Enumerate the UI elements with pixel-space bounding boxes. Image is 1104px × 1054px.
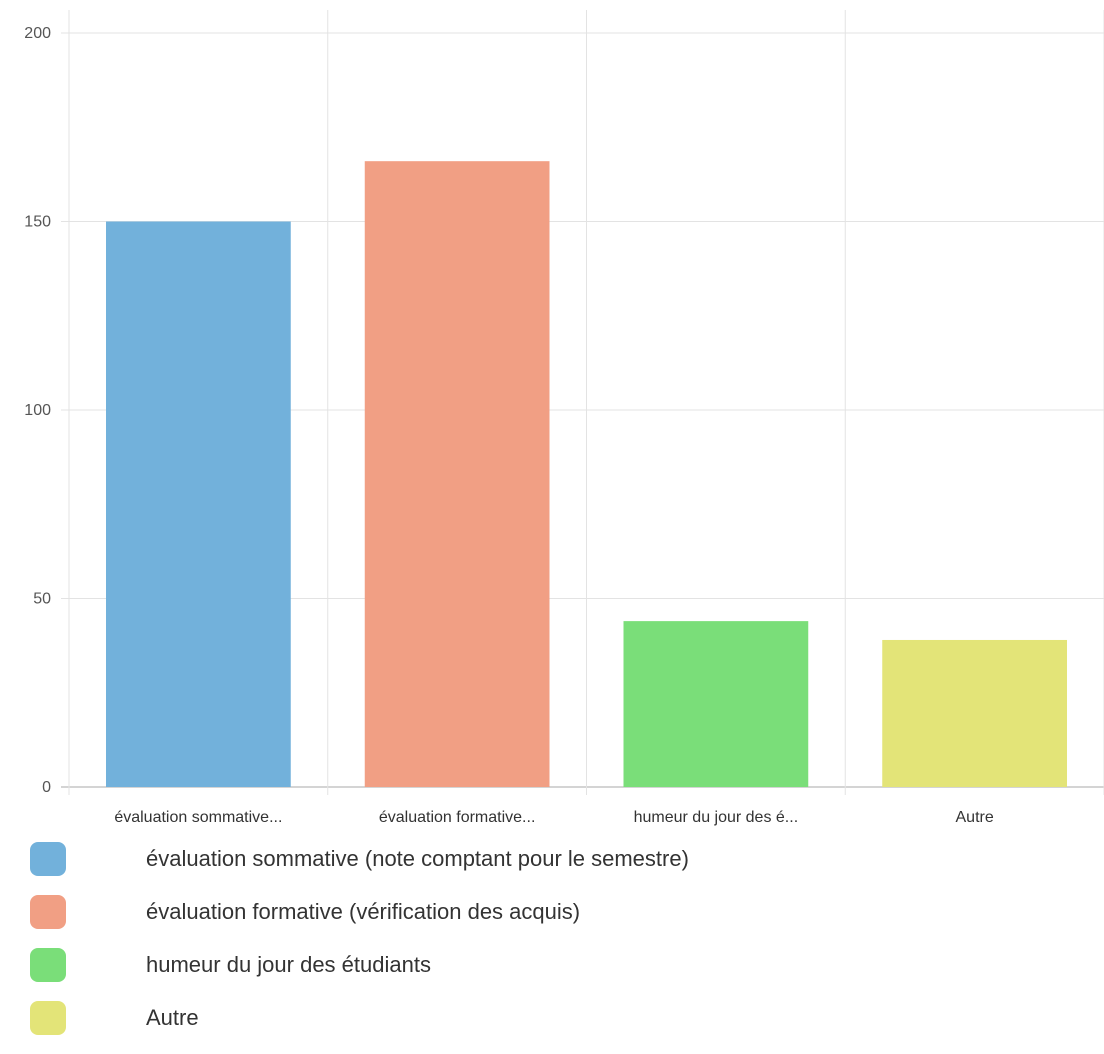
bar <box>623 621 809 787</box>
bar <box>106 221 291 787</box>
x-tick-label: évaluation formative... <box>379 809 536 826</box>
x-tick-label: Autre <box>956 809 994 826</box>
legend-label: évaluation formative (vérification des a… <box>146 899 581 924</box>
x-tick-label: évaluation sommative... <box>114 809 282 826</box>
legend-label: Autre <box>146 1005 199 1030</box>
y-tick-label: 200 <box>24 25 51 42</box>
y-tick-label: 50 <box>33 591 51 608</box>
y-tick-label: 100 <box>24 402 51 419</box>
legend-swatch <box>30 842 66 876</box>
legend-label: humeur du jour des étudiants <box>146 952 431 977</box>
legend-swatch <box>30 948 66 982</box>
legend-label: évaluation sommative (note comptant pour… <box>146 846 689 871</box>
legend-swatch <box>30 895 66 929</box>
y-tick-label: 0 <box>42 779 51 796</box>
legend-swatch <box>30 1001 66 1035</box>
bar <box>882 639 1067 787</box>
chart-plot-area: 0 50 100 150 200 évaluation sommative... évalu… <box>24 10 1104 826</box>
bar <box>364 161 550 787</box>
x-tick-label: humeur du jour des é... <box>634 809 799 826</box>
y-tick-label: 150 <box>24 214 51 231</box>
